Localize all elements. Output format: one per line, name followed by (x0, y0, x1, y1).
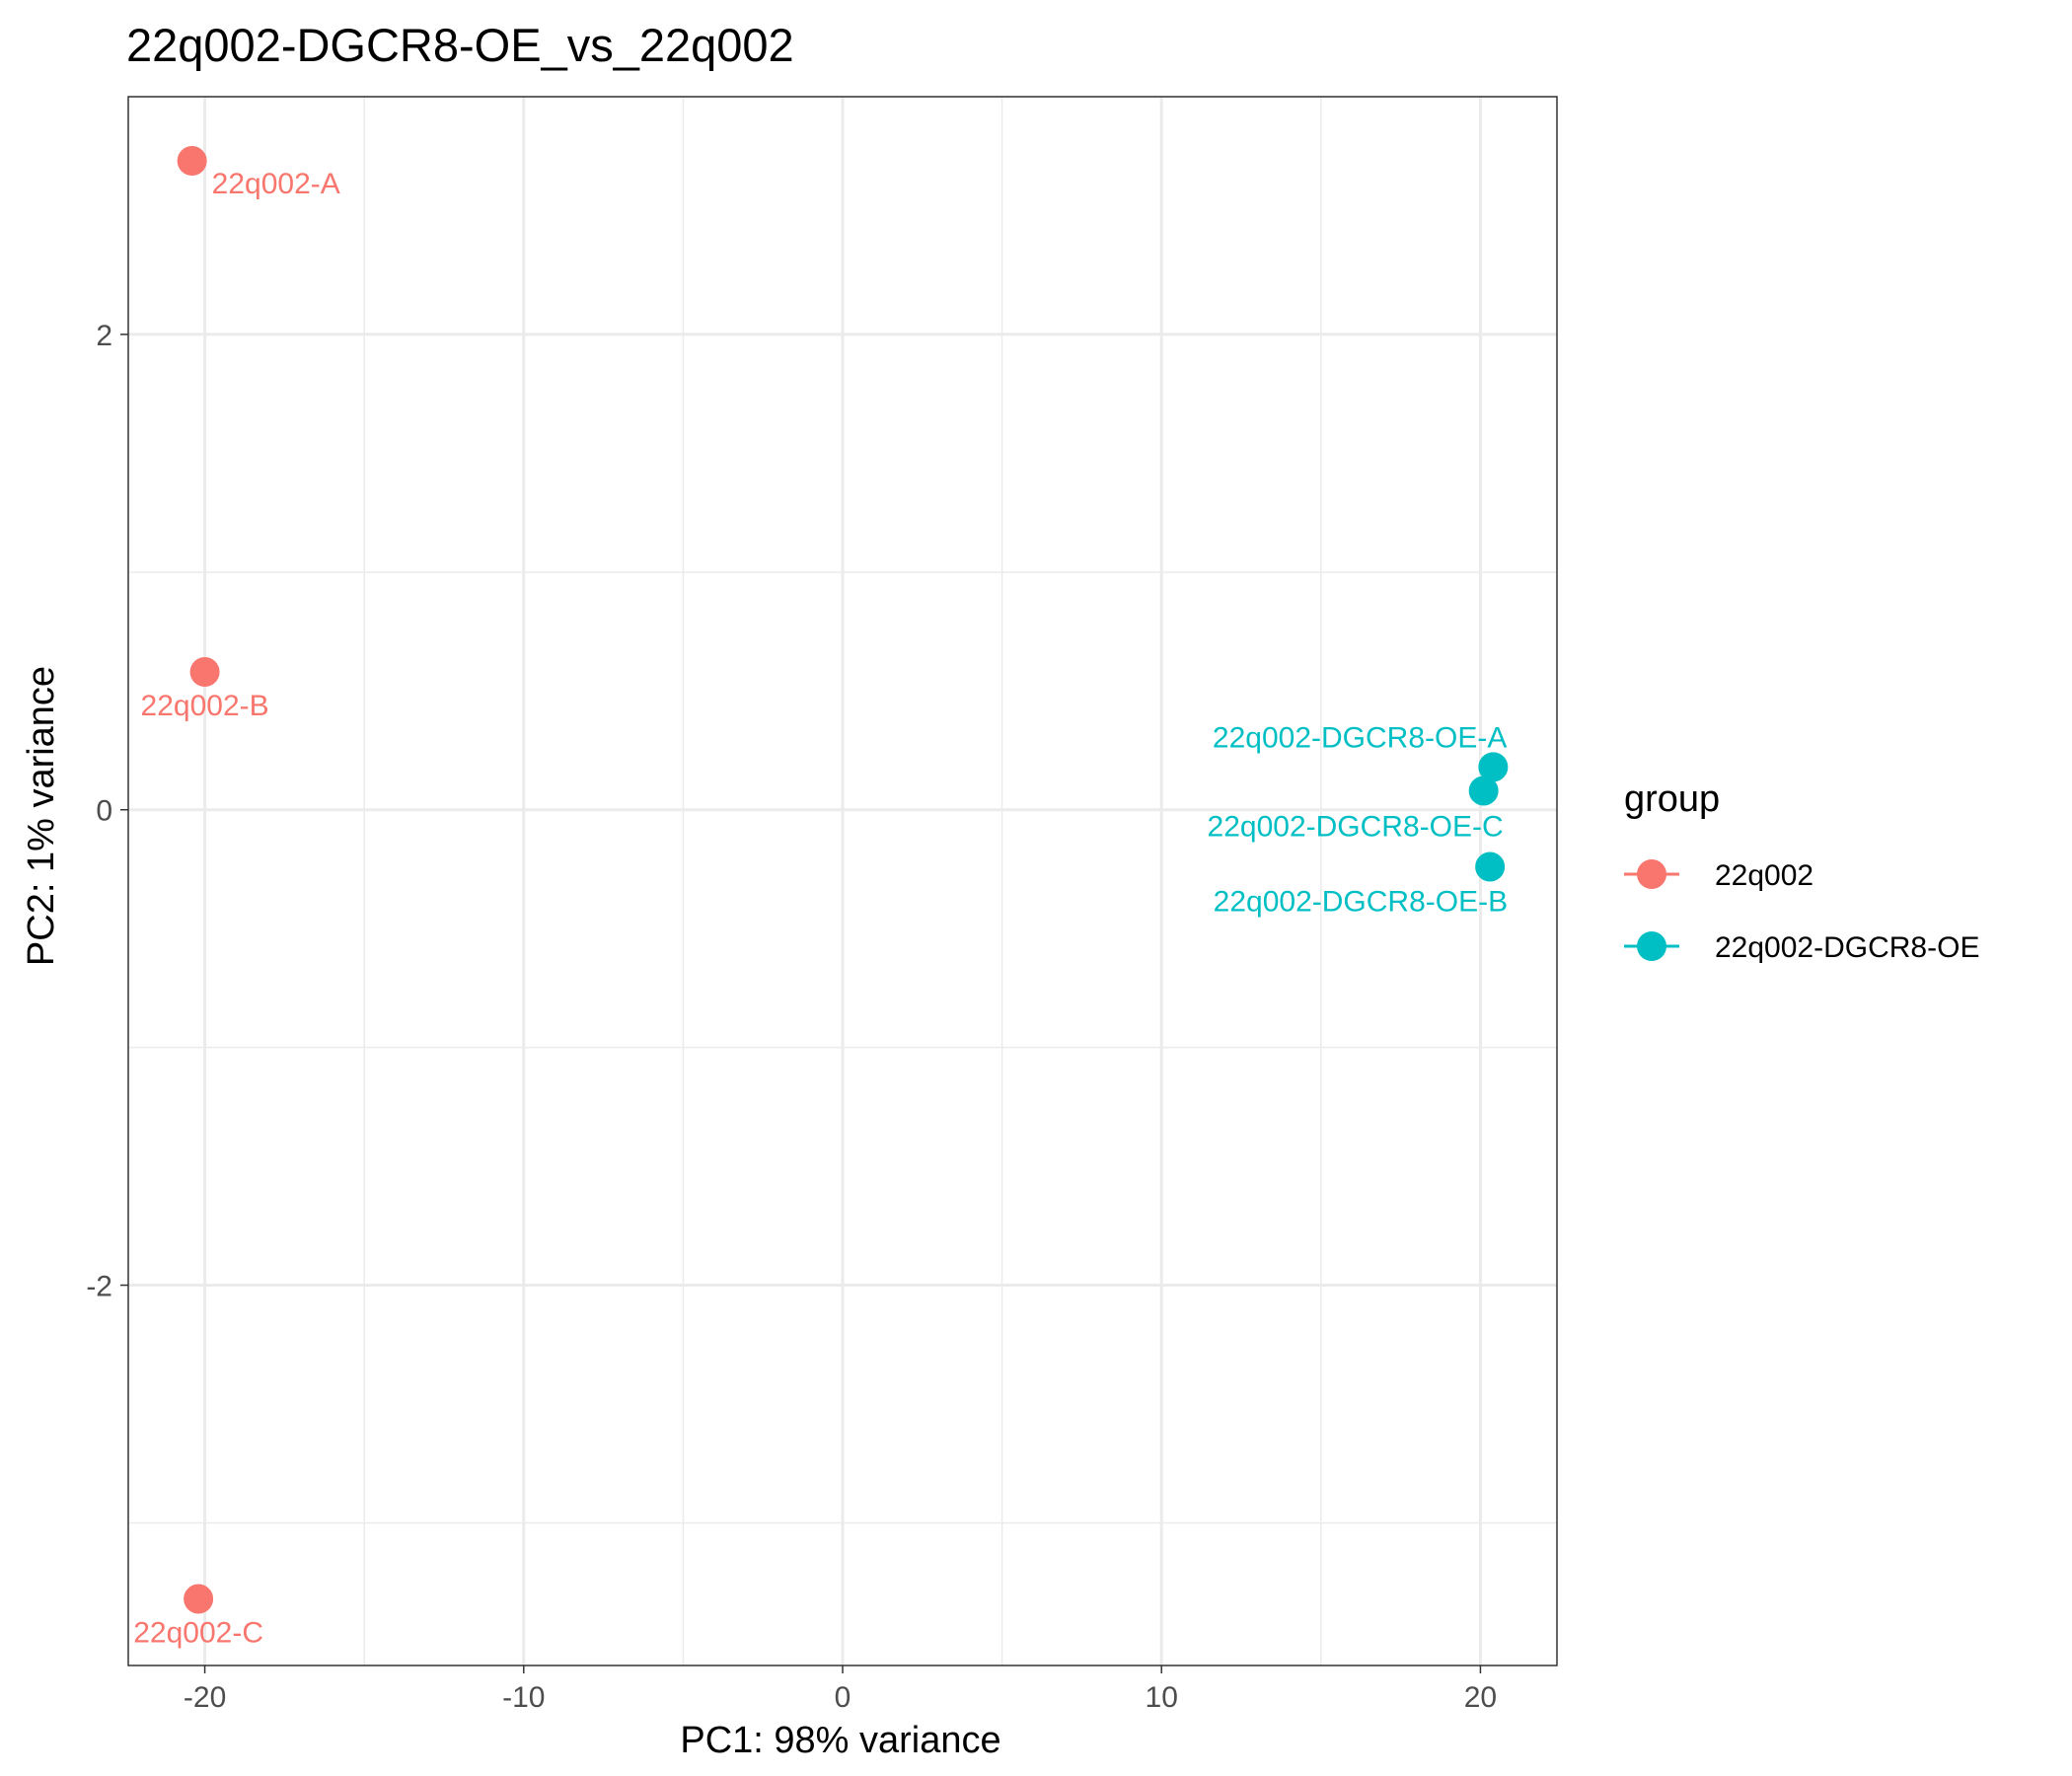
x-tick-label: 20 (1464, 1681, 1497, 1714)
major-gridlines (128, 97, 1557, 1665)
data-point (1478, 752, 1509, 782)
data-point (184, 1584, 214, 1614)
x-axis-title: PC1: 98% variance (680, 1720, 1000, 1761)
legend-item: 22q002 (1624, 859, 1813, 892)
point-labels: 22q002-A 22q002-B 22q002-C 22q002-DGCR8-OE-… (133, 168, 1508, 1650)
y-axis-title: PC2: 1% variance (21, 666, 62, 966)
chart-title: 22q002-DGCR8-OE_vs_22q002 (126, 19, 794, 71)
data-point (189, 657, 220, 687)
legend-item: 22q002-DGCR8-OE (1624, 931, 1979, 964)
y-tick-label: 2 (96, 320, 112, 352)
legend-key-point (1637, 931, 1666, 961)
axis-ticks: -20 -10 0 10 20-202 (86, 320, 1497, 1714)
legend-label: 22q002 (1715, 859, 1813, 892)
point-label: 22q002-DGCR8-OE-B (1214, 886, 1508, 919)
legend-key-point (1637, 859, 1666, 889)
legend-title: group (1624, 778, 1720, 820)
point-label: 22q002-B (141, 690, 269, 722)
data-point (1475, 851, 1506, 882)
x-tick-label: -20 (184, 1681, 226, 1714)
y-tick-label: -2 (86, 1271, 112, 1303)
point-label: 22q002-A (212, 168, 340, 200)
x-tick-label: -10 (502, 1681, 545, 1714)
data-point (177, 146, 207, 177)
data-point (1468, 776, 1499, 806)
data-points (177, 146, 1509, 1614)
point-label: 22q002-DGCR8-OE-C (1208, 810, 1504, 843)
point-label: 22q002-DGCR8-OE-A (1213, 721, 1507, 754)
legend: group 22q002 22q002-DGCR8-OE (1624, 778, 1979, 964)
legend-label: 22q002-DGCR8-OE (1715, 931, 1979, 964)
point-label: 22q002-C (133, 1617, 263, 1650)
x-tick-label: 10 (1146, 1681, 1178, 1714)
y-tick-label: 0 (96, 795, 112, 828)
x-tick-label: 0 (835, 1681, 851, 1714)
